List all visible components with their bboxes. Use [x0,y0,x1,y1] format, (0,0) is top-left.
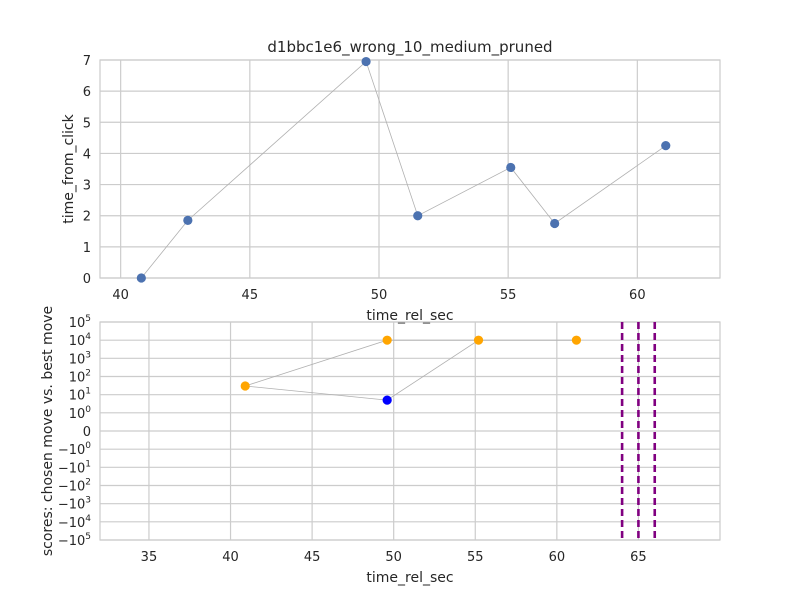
top-data-point [136,273,146,283]
top-x-tick-label: 60 [629,288,646,303]
top-x-tick-label: 50 [371,288,388,303]
top-data-point [183,215,193,225]
bottom-y-tick-label: 0 [83,425,91,440]
bottom-plot-frame [99,321,721,541]
bottom-data-point [473,335,484,345]
top-y-axis-label: time_from_click [61,113,77,223]
bottom-y-tick-label: 101 [69,387,91,404]
bottom-y-tick-label: 103 [69,350,91,367]
top-y-tick-label: 5 [83,116,91,131]
top-x-tick-label: 55 [500,288,517,303]
top-data-point [413,211,423,221]
top-y-tick-label: 6 [83,85,91,100]
chart-title: d1bbc1e6_wrong_10_medium_pruned [267,38,552,57]
bottom-data-point [382,335,392,345]
bottom-x-tick-label: 60 [549,550,566,565]
top-y-tick-label: 7 [83,54,91,69]
bottom-x-tick-labels: 35 40 45 50 55 60 65 [141,550,647,565]
top-y-tick-label: 0 [83,272,91,287]
bottom-data-point [382,395,392,405]
bottom-y-tick-label: 104 [69,332,92,349]
top-plot-frame [99,59,721,279]
top-data-point [550,218,560,229]
bottom-plot: 35 40 45 50 55 60 65 1051041031021011000−100−1… [40,306,721,586]
top-data-point [661,141,671,151]
top-y-tick-label: 2 [83,210,91,225]
bottom-x-tick-label: 50 [385,550,402,565]
bottom-data-point [571,335,582,345]
top-y-tick-label: 4 [83,147,91,162]
bottom-y-tick-label: 102 [69,369,91,386]
bottom-x-tick-label: 45 [304,550,321,565]
top-x-tick-label: 45 [242,288,259,303]
bottom-x-axis-label: time_rel_sec [366,570,453,586]
bottom-y-tick-label: −105 [58,532,91,549]
top-y-tick-label: 1 [83,241,91,256]
bottom-y-tick-label: −102 [58,478,91,495]
top-data-point [506,162,516,173]
bottom-y-tick-label: −104 [58,514,91,531]
top-series-points [136,56,671,283]
top-data-point [361,56,371,67]
bottom-grid [100,321,720,541]
top-grid [100,59,720,279]
bottom-y-tick-label: 105 [69,314,91,331]
bottom-x-tick-label: 65 [630,550,647,565]
bottom-y-tick-label: −101 [58,459,91,476]
bottom-y-tick-label: −100 [58,441,91,458]
bottom-x-tick-label: 40 [222,550,239,565]
bottom-data-point [240,381,250,391]
bottom-y-tick-label: 100 [69,405,92,422]
top-y-tick-label: 3 [83,179,91,194]
bottom-x-tick-label: 35 [141,550,158,565]
top-x-tick-label: 40 [112,288,129,303]
top-y-tick-labels: 0 1 2 3 4 5 6 7 [83,54,91,287]
top-x-tick-labels: 40 45 50 55 60 [112,288,645,303]
bottom-y-tick-label: −103 [58,496,91,513]
bottom-series-line [245,339,577,401]
bottom-y-axis-label: scores: chosen move vs. best move [40,306,56,556]
top-x-axis-label: time_rel_sec [366,308,453,324]
bottom-series-points [240,335,582,405]
bottom-series-polyline [245,339,577,401]
bottom-x-tick-label: 55 [467,550,484,565]
bottom-vertical-lines [620,322,657,540]
